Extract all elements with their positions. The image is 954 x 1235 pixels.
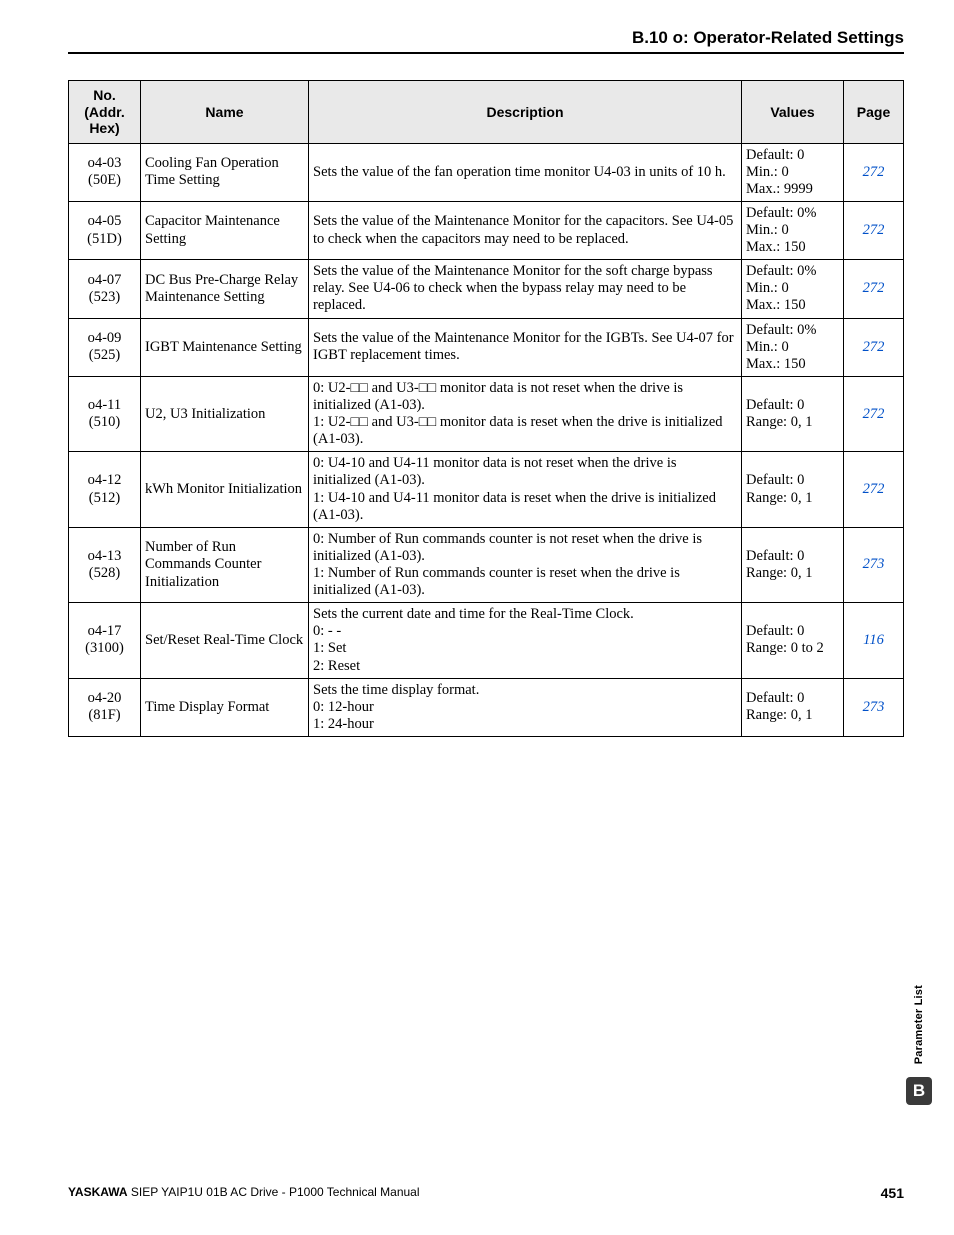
cell-page-link[interactable]: 272 bbox=[844, 452, 904, 527]
table-row: o4-20(81F)Time Display FormatSets the ti… bbox=[69, 678, 904, 736]
cell-page-link[interactable]: 272 bbox=[844, 318, 904, 376]
footer-brand: YASKAWA bbox=[68, 1185, 128, 1199]
cell-desc: Sets the current date and time for the R… bbox=[309, 603, 742, 678]
table-header-row: No.(Addr.Hex) Name Description Values Pa… bbox=[69, 81, 904, 144]
table-row: o4-13(528)Number of Run Commands Counter… bbox=[69, 527, 904, 602]
cell-no: o4-05(51D) bbox=[69, 201, 141, 259]
cell-desc: Sets the value of the Maintenance Monito… bbox=[309, 318, 742, 376]
page-footer: YASKAWA SIEP YAIP1U 01B AC Drive - P1000… bbox=[68, 1185, 904, 1201]
col-desc: Description bbox=[309, 81, 742, 144]
col-no: No.(Addr.Hex) bbox=[69, 81, 141, 144]
cell-page-link[interactable]: 272 bbox=[844, 260, 904, 318]
cell-name: Cooling Fan Operation Time Setting bbox=[141, 143, 309, 201]
table-row: o4-05(51D)Capacitor Maintenance SettingS… bbox=[69, 201, 904, 259]
cell-desc: 0: U2-□□ and U3-□□ monitor data is not r… bbox=[309, 376, 742, 451]
side-tab: Parameter List B bbox=[906, 985, 932, 1105]
cell-name: Capacitor Maintenance Setting bbox=[141, 201, 309, 259]
cell-no: o4-17(3100) bbox=[69, 603, 141, 678]
cell-name: Number of Run Commands Counter Initializ… bbox=[141, 527, 309, 602]
cell-values: Default: 0Range: 0, 1 bbox=[742, 527, 844, 602]
cell-desc: Sets the value of the Maintenance Monito… bbox=[309, 201, 742, 259]
cell-name: IGBT Maintenance Setting bbox=[141, 318, 309, 376]
cell-no: o4-12(512) bbox=[69, 452, 141, 527]
cell-values: Default: 0Range: 0, 1 bbox=[742, 678, 844, 736]
page: B.10 o: Operator-Related Settings No.(Ad… bbox=[0, 0, 954, 1235]
cell-page-link[interactable]: 272 bbox=[844, 143, 904, 201]
cell-name: DC Bus Pre-Charge Relay Maintenance Sett… bbox=[141, 260, 309, 318]
table-row: o4-11(510)U2, U3 Initialization0: U2-□□ … bbox=[69, 376, 904, 451]
cell-desc: Sets the value of the Maintenance Monito… bbox=[309, 260, 742, 318]
col-page: Page bbox=[844, 81, 904, 144]
cell-page-link[interactable]: 273 bbox=[844, 678, 904, 736]
cell-name: kWh Monitor Initialization bbox=[141, 452, 309, 527]
col-values: Values bbox=[742, 81, 844, 144]
section-header: B.10 o: Operator-Related Settings bbox=[68, 28, 904, 48]
cell-no: o4-13(528) bbox=[69, 527, 141, 602]
side-tab-label: Parameter List bbox=[913, 985, 925, 1064]
cell-page-link[interactable]: 273 bbox=[844, 527, 904, 602]
cell-desc: Sets the value of the fan operation time… bbox=[309, 143, 742, 201]
cell-values: Default: 0Range: 0 to 2 bbox=[742, 603, 844, 678]
table-row: o4-09(525)IGBT Maintenance SettingSets t… bbox=[69, 318, 904, 376]
cell-desc: 0: Number of Run commands counter is not… bbox=[309, 527, 742, 602]
cell-page-link[interactable]: 272 bbox=[844, 201, 904, 259]
cell-page-link[interactable]: 272 bbox=[844, 376, 904, 451]
footer-doc: YASKAWA SIEP YAIP1U 01B AC Drive - P1000… bbox=[68, 1185, 420, 1199]
appendix-badge: B bbox=[906, 1077, 932, 1105]
cell-values: Default: 0%Min.: 0Max.: 150 bbox=[742, 260, 844, 318]
table-row: o4-12(512)kWh Monitor Initialization0: U… bbox=[69, 452, 904, 527]
header-rule bbox=[68, 52, 904, 54]
cell-page-link[interactable]: 116 bbox=[844, 603, 904, 678]
cell-values: Default: 0Range: 0, 1 bbox=[742, 452, 844, 527]
cell-values: Default: 0%Min.: 0Max.: 150 bbox=[742, 201, 844, 259]
cell-values: Default: 0Min.: 0Max.: 9999 bbox=[742, 143, 844, 201]
cell-name: U2, U3 Initialization bbox=[141, 376, 309, 451]
cell-name: Set/Reset Real-Time Clock bbox=[141, 603, 309, 678]
col-name: Name bbox=[141, 81, 309, 144]
table-row: o4-03(50E)Cooling Fan Operation Time Set… bbox=[69, 143, 904, 201]
cell-desc: 0: U4-10 and U4-11 monitor data is not r… bbox=[309, 452, 742, 527]
cell-values: Default: 0Range: 0, 1 bbox=[742, 376, 844, 451]
cell-no: o4-07(523) bbox=[69, 260, 141, 318]
table-row: o4-07(523)DC Bus Pre-Charge Relay Mainte… bbox=[69, 260, 904, 318]
cell-no: o4-20(81F) bbox=[69, 678, 141, 736]
footer-page-number: 451 bbox=[881, 1185, 904, 1201]
footer-title: SIEP YAIP1U 01B AC Drive - P1000 Technic… bbox=[128, 1185, 420, 1199]
table-row: o4-17(3100)Set/Reset Real-Time ClockSets… bbox=[69, 603, 904, 678]
cell-no: o4-09(525) bbox=[69, 318, 141, 376]
cell-name: Time Display Format bbox=[141, 678, 309, 736]
cell-values: Default: 0%Min.: 0Max.: 150 bbox=[742, 318, 844, 376]
cell-no: o4-03(50E) bbox=[69, 143, 141, 201]
cell-no: o4-11(510) bbox=[69, 376, 141, 451]
parameter-table: No.(Addr.Hex) Name Description Values Pa… bbox=[68, 80, 904, 737]
cell-desc: Sets the time display format.0: 12-hour1… bbox=[309, 678, 742, 736]
